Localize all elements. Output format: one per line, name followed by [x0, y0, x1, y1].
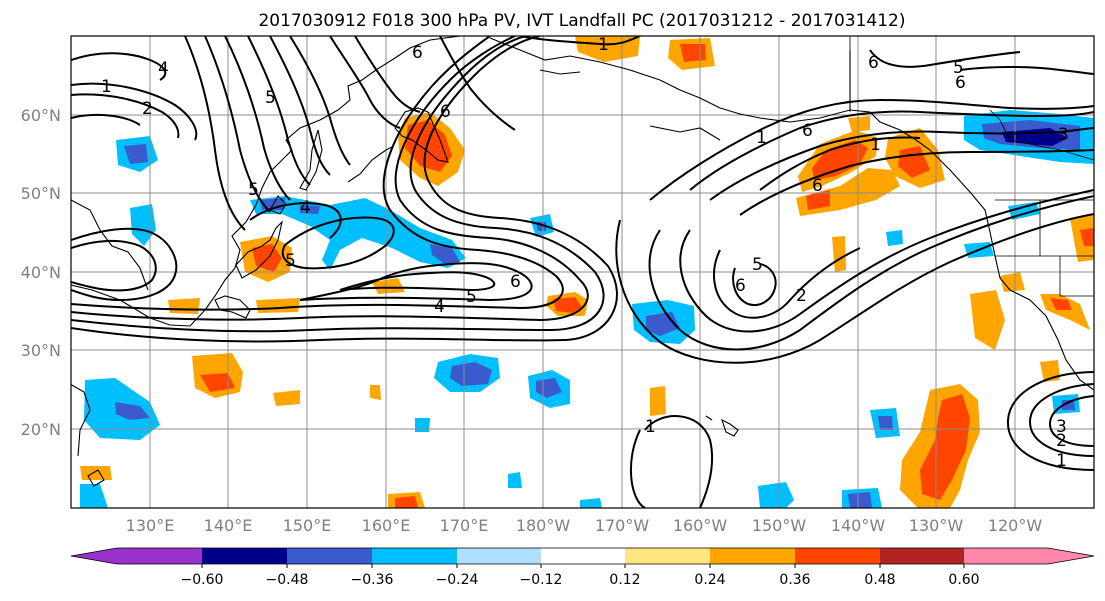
map-frame	[70, 35, 1095, 509]
lon-label: 130°W	[909, 516, 964, 535]
lat-label: 40°N	[21, 263, 61, 282]
colorbar-segment	[880, 548, 964, 564]
colorbar-tick-label: 0.24	[694, 572, 725, 588]
lon-label: 130°E	[126, 516, 175, 535]
lat-label: 60°N	[21, 106, 61, 125]
colorbar-segment	[625, 548, 710, 564]
contour-label: 6	[735, 276, 746, 296]
colorbar-segment	[710, 548, 795, 564]
colorbar-segment	[117, 548, 202, 564]
lat-label: 50°N	[21, 184, 61, 203]
colorbar: −0.60 −0.48 −0.36 −0.24 −0.12 0.12 0.24 …	[70, 547, 1095, 588]
colorbar-segment	[202, 548, 287, 564]
colorbar-segment	[287, 548, 372, 564]
lon-label: 140°W	[831, 516, 886, 535]
contour-label: 6	[868, 53, 879, 73]
lon-label: 140°E	[204, 516, 253, 535]
lon-label: 150°E	[283, 516, 332, 535]
colorbar-tick-label: −0.36	[351, 572, 394, 588]
contour-label: 1	[645, 417, 656, 437]
political-borders	[849, 36, 1094, 297]
contour-label: 6	[440, 102, 451, 122]
colorbar-tick-label: 0.48	[864, 572, 895, 588]
colorbar-tick-label: −0.12	[520, 572, 563, 588]
lon-label: 150°W	[752, 516, 807, 535]
longitude-labels: 130°E 140°E 150°E 160°E 170°E 180°W 170°…	[126, 516, 1043, 535]
colorbar-segment	[964, 548, 1048, 564]
contour-label: 6	[802, 121, 813, 141]
colorbar-tick-label: 0.36	[779, 572, 810, 588]
contour-label: 3	[1056, 417, 1067, 437]
colorbar-segment	[71, 548, 117, 564]
contour-label: 1	[756, 128, 767, 148]
contour-label: 2	[142, 99, 153, 119]
colorbar-tick-label: 0.60	[948, 572, 979, 588]
lon-label: 170°E	[440, 516, 489, 535]
lon-label: 120°W	[988, 516, 1043, 535]
contour-label: 6	[510, 272, 521, 292]
contour-label: 1	[101, 77, 112, 97]
colorbar-segment	[457, 548, 541, 564]
contour-label: 5	[466, 287, 477, 307]
colorbar-tick-label: −0.24	[436, 572, 479, 588]
contour-label: 5	[953, 58, 964, 78]
figure-title: 2017030912 F018 300 hPa PV, IVT Landfall…	[258, 11, 905, 31]
lon-label: 180°W	[516, 516, 571, 535]
contour-label: 4	[434, 297, 445, 317]
contour-label: 6	[955, 73, 966, 93]
colorbar-segment	[1048, 548, 1094, 564]
contour-label: 4	[158, 59, 169, 79]
lon-label: 170°W	[595, 516, 650, 535]
contour-lines	[71, 36, 1094, 508]
latitude-labels: 60°N 50°N 40°N 30°N 20°N	[21, 106, 61, 439]
lat-label: 20°N	[21, 420, 61, 439]
contour-label: 2	[1056, 431, 1067, 451]
colorbar-outline	[70, 547, 1095, 565]
colorbar-segment	[795, 548, 880, 564]
contour-label: 2	[796, 286, 807, 306]
lat-label: 30°N	[21, 341, 61, 360]
contour-labels: 1 2 4 5 4 4 5 6 1 2 5 6 6 6 6 5 6 1 1 2	[101, 35, 1069, 471]
contour-label: 3	[1058, 125, 1069, 145]
contour-label: 1	[598, 35, 609, 55]
colorbar-tick-label: −0.48	[266, 572, 309, 588]
contour-label: 5	[752, 255, 763, 275]
contour-label: 5	[285, 251, 296, 271]
colorbar-tick-label: −0.60	[181, 572, 224, 588]
contour-label: 1	[870, 135, 881, 155]
map-panel: 1 2 4 5 4 4 5 6 1 2 5 6 6 6 6 5 6 1 1 2	[70, 35, 1095, 509]
coastlines	[71, 36, 1094, 487]
lon-label: 160°W	[673, 516, 728, 535]
contour-label: 6	[412, 43, 423, 63]
contour-label: 6	[812, 176, 823, 196]
contour-label: 4	[300, 198, 311, 218]
graticule	[71, 36, 1094, 508]
contour-label: 5	[248, 180, 259, 200]
colorbar-tick-label: 0.12	[609, 572, 640, 588]
lon-label: 160°E	[362, 516, 411, 535]
colorbar-segment	[372, 548, 457, 564]
colorbar-segment	[541, 548, 625, 564]
contour-label: 1	[1056, 451, 1067, 471]
contour-label: 5	[265, 88, 276, 108]
